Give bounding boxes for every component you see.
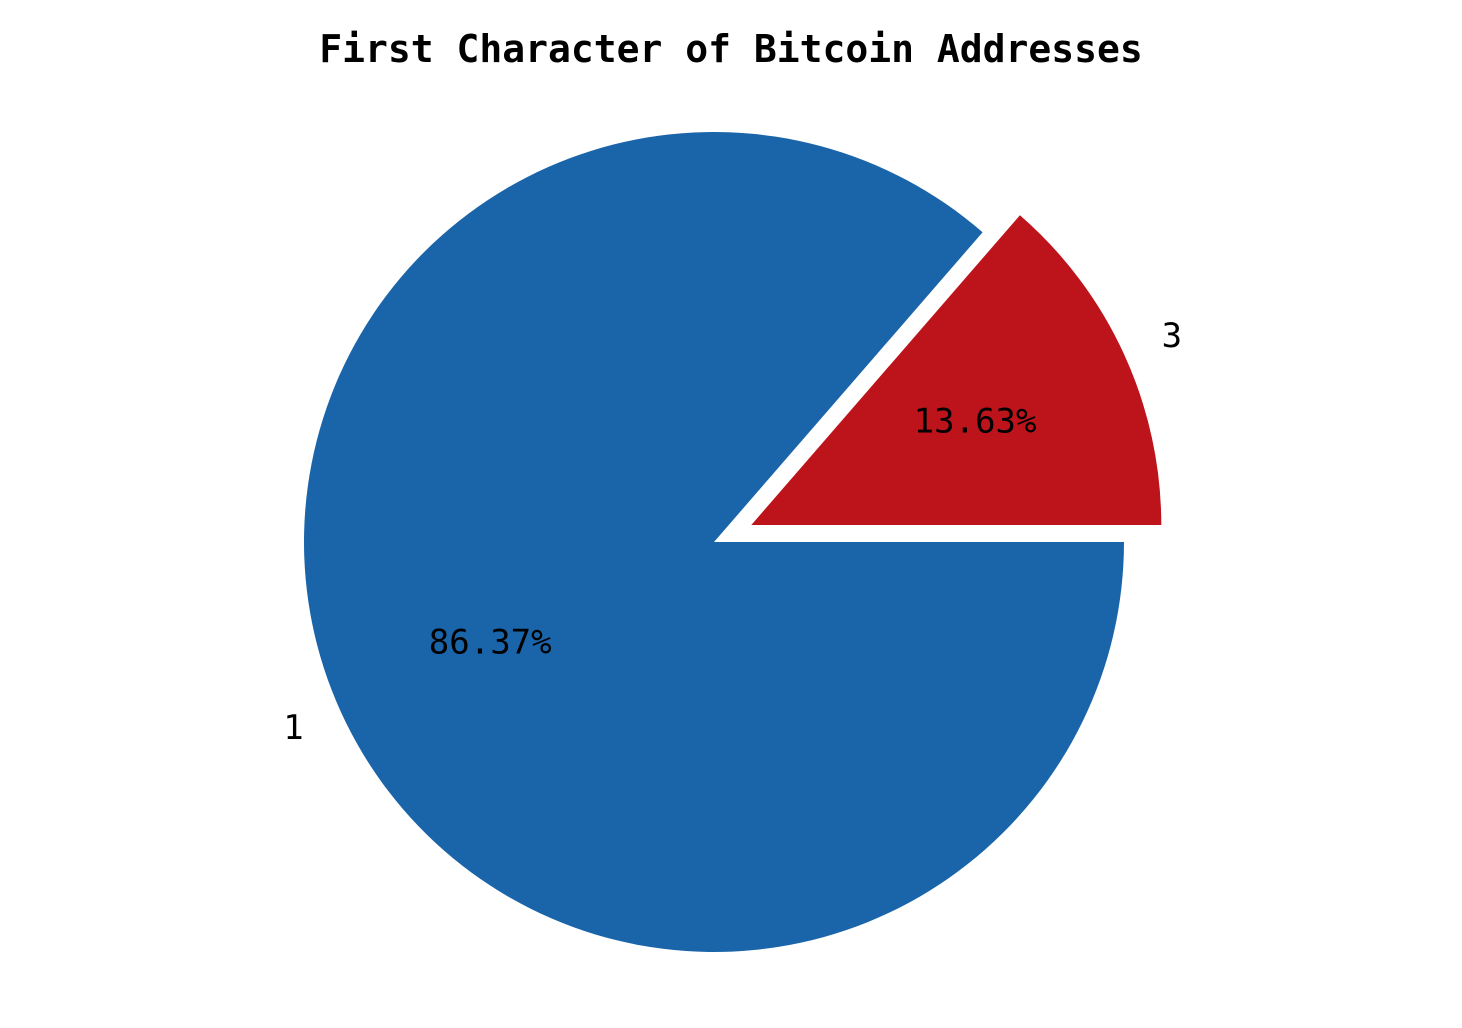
- pie-category-label-3: 3: [1162, 316, 1182, 356]
- pie-slice-3: [751, 215, 1162, 525]
- pie-value-label-1: 86.37%: [429, 623, 552, 663]
- pie-labels: 86.37% 1 13.63% 3: [283, 316, 1182, 748]
- pie-slices: [303, 132, 1162, 953]
- chart-title: First Character of Bitcoin Addresses: [319, 27, 1143, 71]
- pie-category-label-1: 1: [283, 708, 303, 748]
- pie-slice-1: [303, 132, 1124, 953]
- pie-value-label-3: 13.63%: [914, 401, 1037, 441]
